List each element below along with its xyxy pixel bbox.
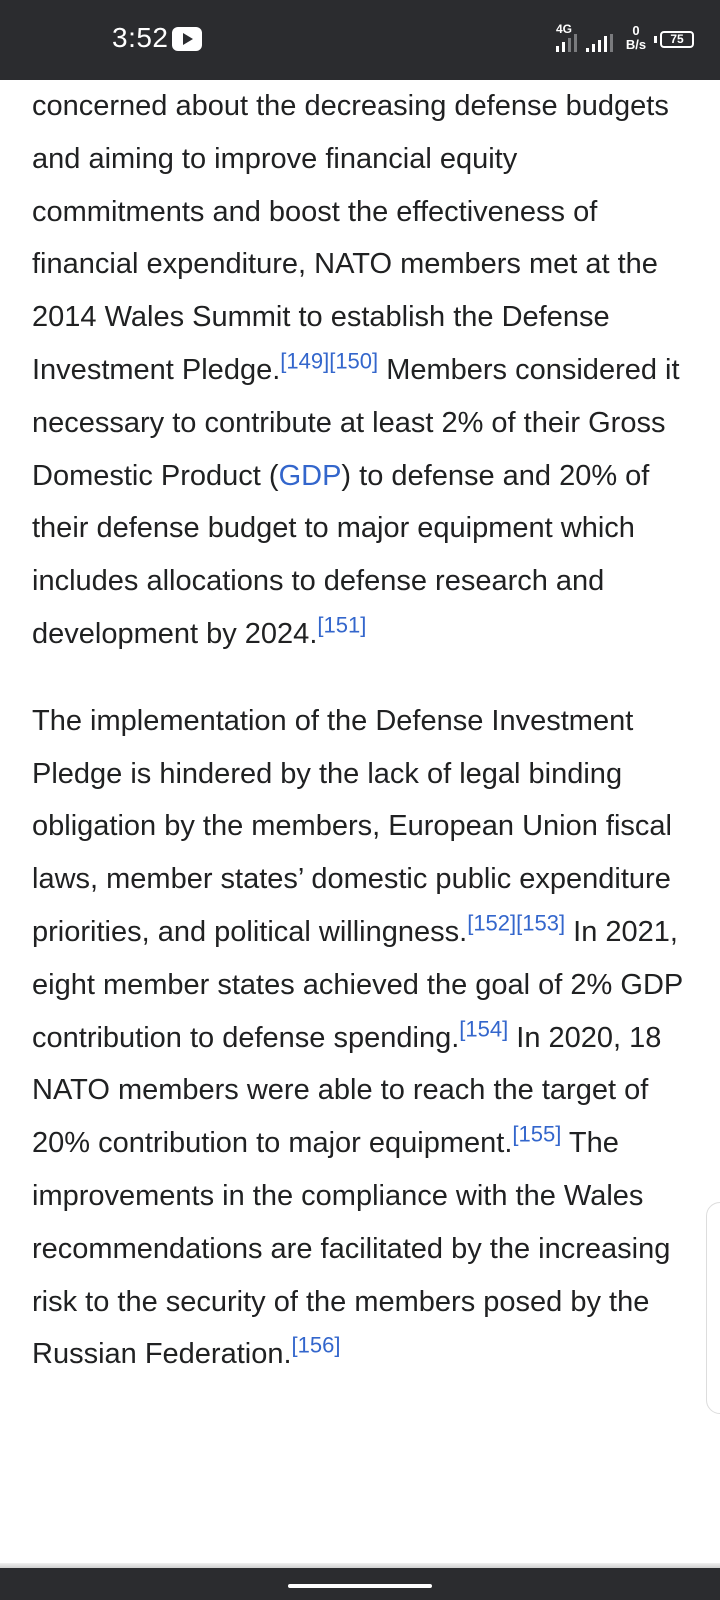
citation-link[interactable]: [155] [512, 1121, 562, 1147]
article-paragraph: concerned about the decreasing defense b… [32, 80, 692, 661]
citation-link[interactable]: [153] [516, 910, 566, 936]
home-indicator[interactable] [288, 1584, 432, 1588]
paragraph-text: The improvements in the compliance with … [32, 1127, 671, 1371]
data-speed-unit: B/s [625, 37, 647, 52]
citation-link[interactable]: [149] [280, 348, 330, 374]
paragraph-text: In 2021, eight member states achieved th… [32, 915, 683, 1054]
citation-link[interactable]: [150] [329, 348, 379, 374]
paragraph-text: In 2020, 18 NATO members were able to re… [32, 1021, 662, 1160]
bottom-shadow [0, 1563, 720, 1568]
side-panel-handle[interactable] [706, 1202, 720, 1414]
citation-link[interactable]: [156] [291, 1332, 341, 1358]
data-speed-value: 0 [632, 23, 640, 38]
data-speed: 0 B/s [624, 24, 648, 52]
paragraph-text: ) to defense and 20% of their defense bu… [32, 459, 650, 650]
signal-icon [556, 34, 577, 52]
paragraph-text: concerned about the decreasing defense b… [32, 90, 669, 386]
paragraph-text: Members considered it necessary to contr… [32, 353, 680, 492]
citation-link[interactable]: [152] [467, 910, 517, 936]
article-content: concerned about the decreasing defense b… [32, 80, 692, 1381]
paragraph-text: The implementation of the Defense Invest… [32, 704, 672, 948]
status-time: 3:52 [112, 22, 169, 53]
play-icon [172, 27, 202, 51]
signal-icon [586, 34, 613, 52]
network-type-label: 4G [556, 22, 573, 36]
gdp-link[interactable]: GDP [278, 459, 342, 492]
citation-link[interactable]: [154] [459, 1015, 509, 1041]
battery-tip [654, 36, 657, 43]
battery-icon: 75 [660, 31, 694, 48]
status-bar: 3:52 4G 0 B/s 75 [0, 0, 720, 80]
citation-link[interactable]: [151] [317, 612, 367, 638]
article-paragraph: The implementation of the Defense Invest… [32, 695, 692, 1381]
